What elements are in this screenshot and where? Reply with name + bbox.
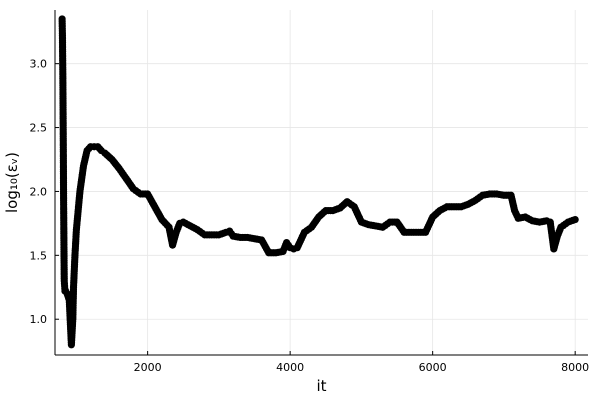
y-axis-label: log₁₀(εᵥ) [3, 152, 21, 213]
x-tick-label: 4000 [276, 361, 304, 374]
x-tick-label: 8000 [561, 361, 589, 374]
y-tick-label: 1.0 [30, 313, 48, 326]
y-tick-label: 2.5 [30, 122, 48, 135]
y-tick-label: 3.0 [30, 58, 48, 71]
y-tick-label: 1.5 [30, 249, 48, 262]
data-points [58, 15, 579, 349]
tick-labels: 2000 4000 6000 8000 1.0 1.5 2.0 2.5 3.0 [30, 58, 590, 374]
x-axis-label: it [316, 377, 326, 395]
y-tick-label: 2.0 [30, 185, 48, 198]
x-tick-label: 6000 [419, 361, 447, 374]
grid [55, 10, 588, 355]
x-tick-label: 2000 [134, 361, 162, 374]
axes [54, 10, 588, 356]
data-point [571, 215, 579, 224]
